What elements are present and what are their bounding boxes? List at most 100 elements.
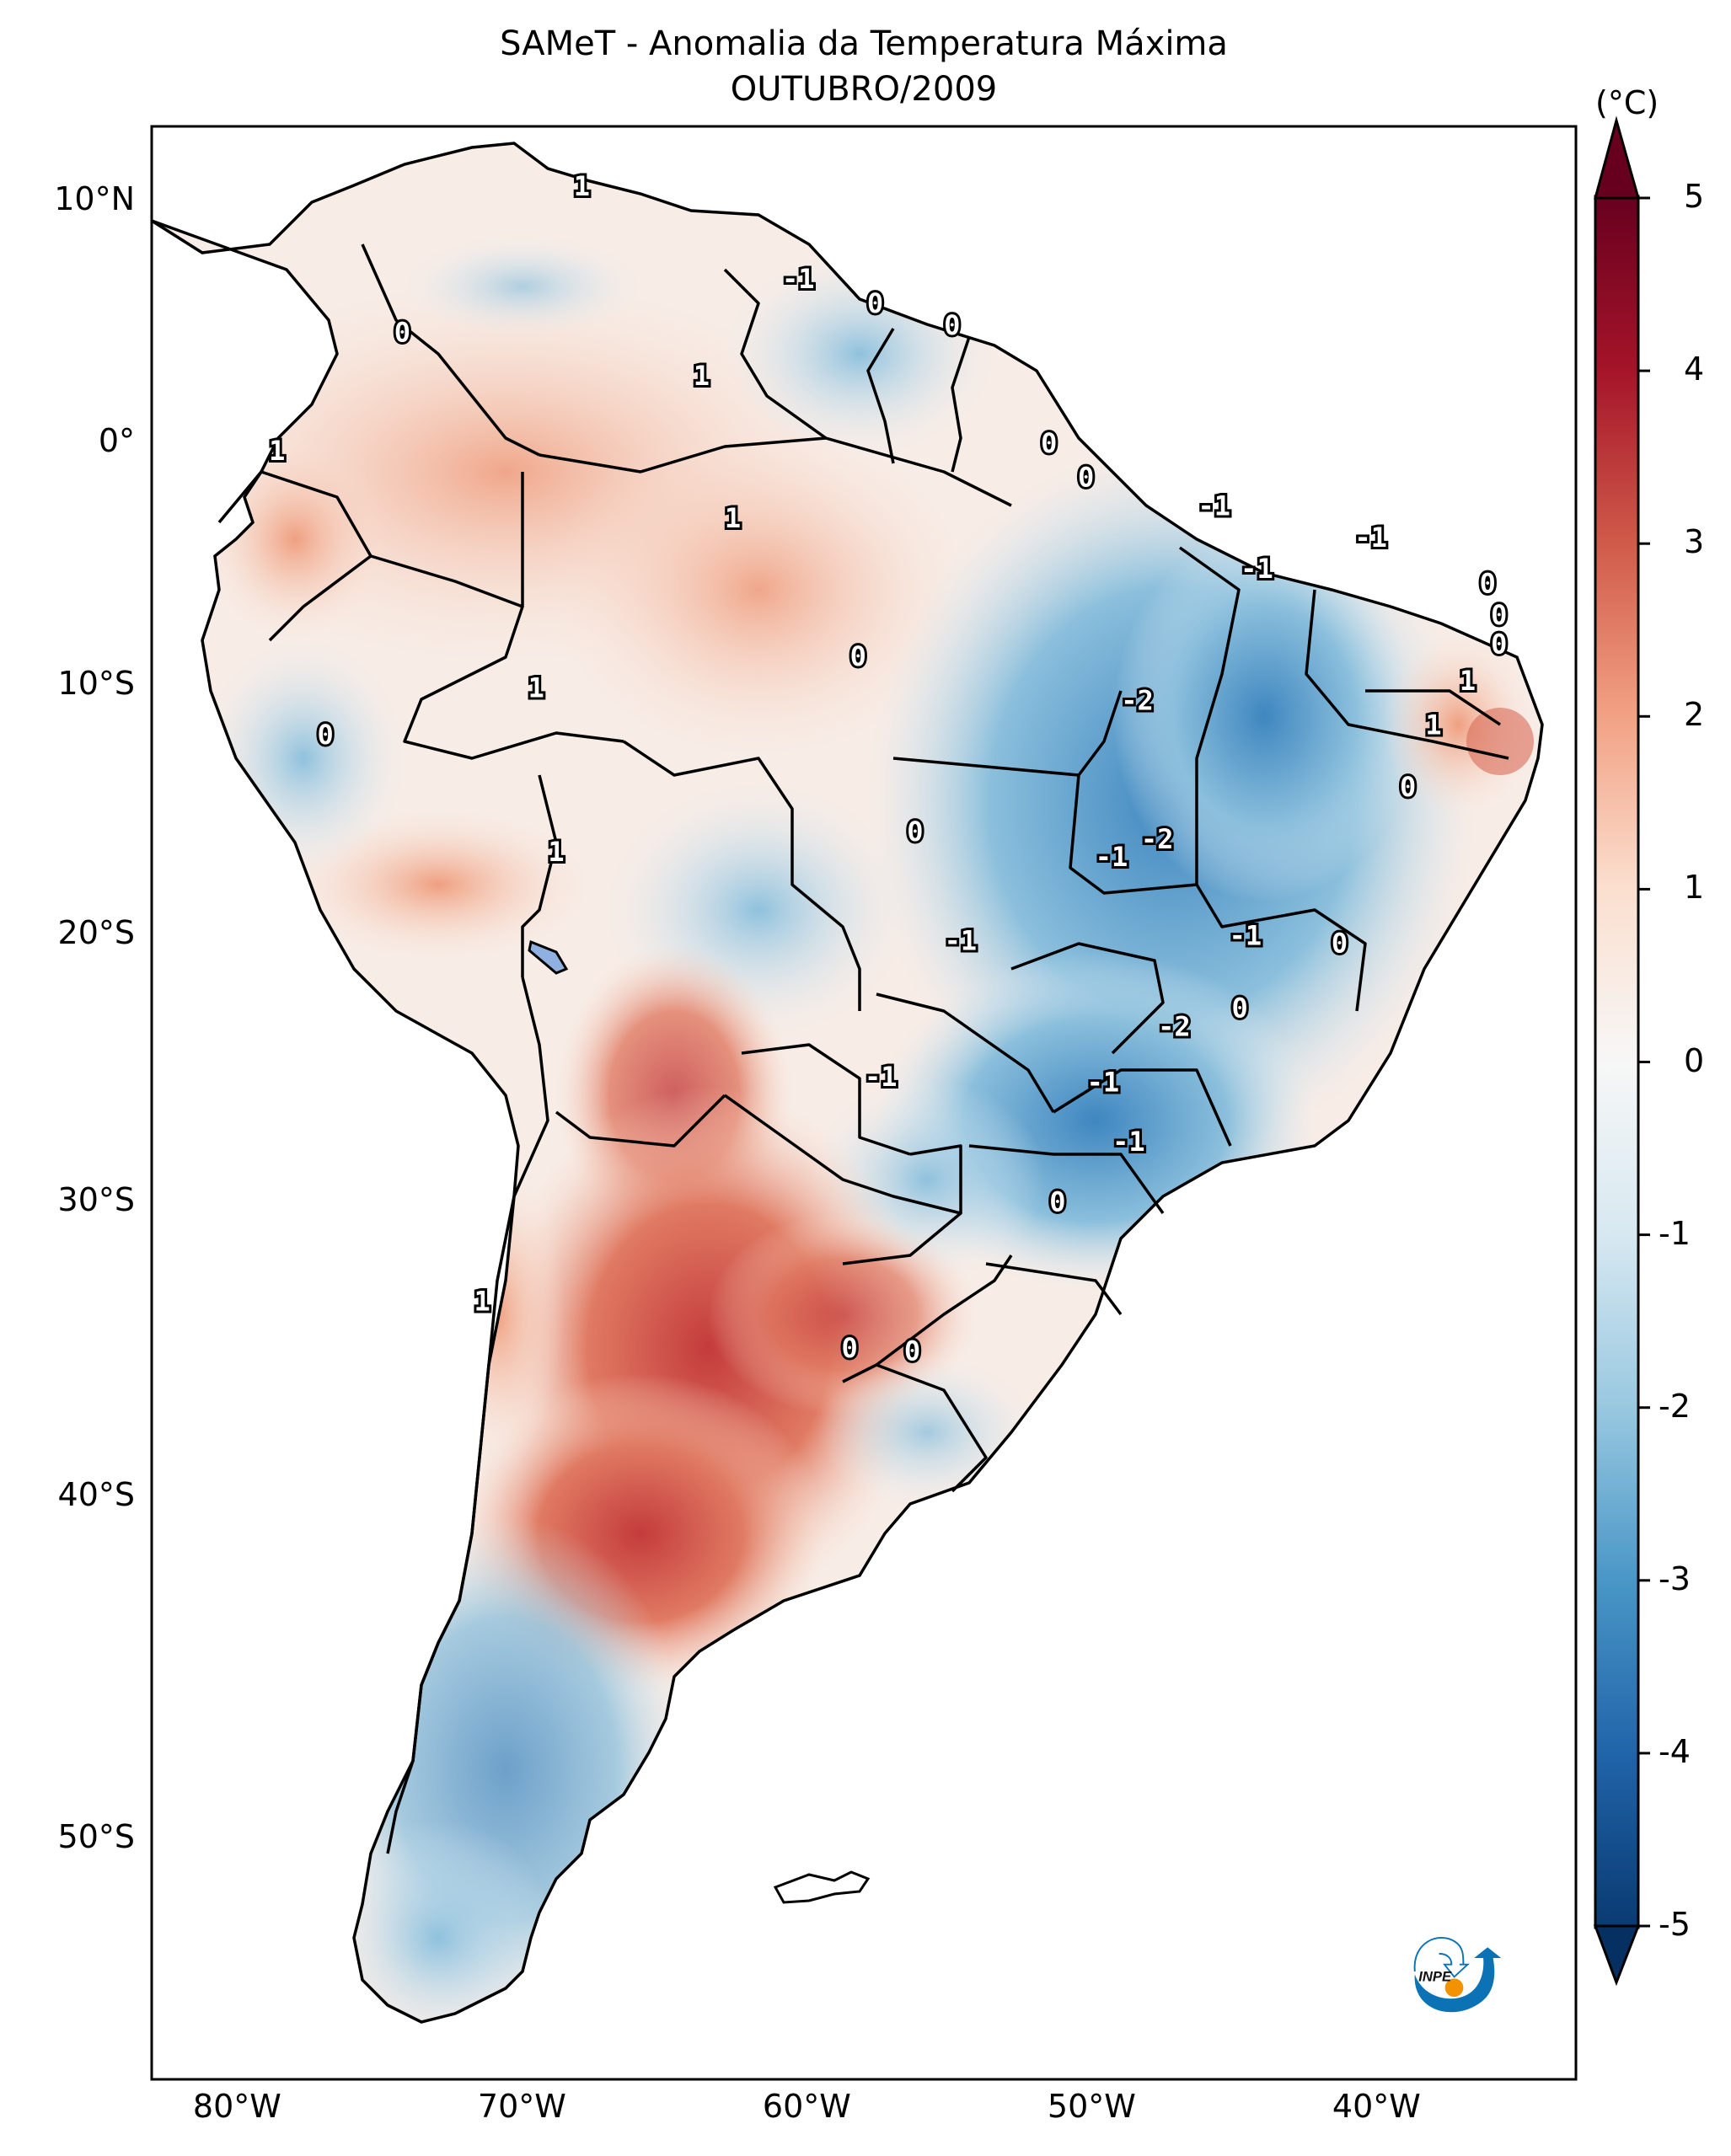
- contour-label: 0: [1049, 1186, 1065, 1218]
- contour-label: -1: [1198, 490, 1230, 522]
- border-colombia-venezuela: [361, 243, 540, 457]
- y-tick-label: 10°N: [54, 179, 135, 217]
- border-uruguay-brazil: [876, 1363, 988, 1493]
- border-brazil-north: [539, 436, 1012, 507]
- contour-label: 1: [694, 360, 710, 392]
- border-brazil-states-6: [876, 992, 1055, 1113]
- colorbar-tick-label: 3: [1684, 523, 1705, 561]
- border-peru-bolivia: [521, 774, 558, 977]
- contour-label: 1: [528, 672, 544, 704]
- contour-label: -1: [945, 925, 978, 957]
- y-tick-label: 40°S: [57, 1475, 135, 1513]
- border-ecuador-peru: [217, 470, 372, 642]
- border-colombia-peru: [370, 472, 524, 608]
- border-brazil-states-2: [1069, 774, 1198, 895]
- contour-label: -1: [1096, 841, 1128, 873]
- border-brazil-states-3: [1178, 546, 1241, 885]
- border-paraguay-argentina: [723, 1094, 962, 1265]
- contour-label: 0: [907, 816, 923, 848]
- y-tick-label: 0°: [98, 422, 135, 460]
- border-brazil-states-5: [1010, 942, 1165, 1055]
- border-chile-argentina: [386, 976, 549, 1854]
- contour-label: 0: [394, 316, 410, 348]
- logo-text: INPE: [1418, 1969, 1452, 1985]
- chart-title: SAMeT - Anomalia da Temperatura Máxima: [500, 24, 1228, 63]
- lake-titicaca: [528, 939, 569, 975]
- border-brazil-states-1: [892, 690, 1123, 777]
- colorbar-tick-label: -3: [1659, 1559, 1691, 1597]
- contour-label: 0: [1078, 461, 1094, 493]
- inpe-logo: INPE: [1413, 1937, 1502, 2013]
- contour-label: -1: [1241, 553, 1273, 585]
- contour-label: 1: [574, 170, 590, 202]
- contour-label: 1: [1460, 665, 1476, 697]
- contour-label: -2: [1141, 823, 1174, 855]
- colorbar-tick-label: 5: [1684, 178, 1705, 215]
- contour-label: 0: [1491, 599, 1507, 631]
- border-brazil-states-8: [985, 1262, 1123, 1316]
- contour-label: -1: [782, 263, 815, 295]
- colorbar-tick-label: -1: [1659, 1214, 1691, 1252]
- border-brazil-states-4: [1195, 884, 1367, 1012]
- colorbar-tick-label: 4: [1684, 350, 1705, 388]
- colorbar-tick-label: 1: [1684, 869, 1705, 907]
- contour-label: 0: [841, 1332, 857, 1364]
- contour-label: 0: [1400, 771, 1416, 803]
- contour-label: -2: [1121, 684, 1154, 716]
- x-tick-label: 70°W: [477, 2088, 566, 2125]
- contour-label: -1: [1230, 919, 1262, 951]
- y-tick-label: 20°S: [57, 914, 135, 952]
- x-tick-label: 80°W: [192, 2088, 281, 2125]
- border-argentina-uruguay: [842, 1255, 1013, 1383]
- logo-arrow-down-icon: [1439, 1952, 1470, 1978]
- y-tick-label: 10°S: [57, 664, 135, 702]
- colorbar: [1593, 115, 1650, 1987]
- logo-sun-icon: [1444, 1978, 1464, 1998]
- border-bolivia-argentina: [555, 1094, 726, 1148]
- contour-label: -2: [1158, 1010, 1191, 1042]
- contour-label: 0: [1332, 928, 1348, 960]
- contour-label: 1: [269, 435, 285, 467]
- contour-label: -1: [1112, 1126, 1145, 1158]
- contour-label: 0: [318, 719, 334, 751]
- border-paraguay-brazil: [909, 1144, 962, 1213]
- contour-label: 0: [944, 309, 960, 341]
- logo-arc-outer-icon: [1413, 1937, 1465, 1972]
- contour-label: 1: [1425, 709, 1441, 741]
- contour-label: 0: [1232, 992, 1248, 1025]
- colorbar-unit-label: (°C): [1595, 84, 1659, 121]
- colorbar-ticks: [1638, 196, 1650, 1928]
- y-tick-label: 50°S: [57, 1818, 135, 1856]
- border-venezuela-guyana: [723, 268, 828, 440]
- colorbar-tick-label: -2: [1659, 1387, 1691, 1425]
- border-brazil-states-11: [1365, 689, 1501, 726]
- border-brazil-states-10: [1305, 589, 1509, 760]
- contour-label: 1: [474, 1286, 490, 1318]
- y-tick-label: 30°S: [57, 1180, 135, 1218]
- contour-label: -1: [1354, 522, 1387, 554]
- border-bolivia-paraguay: [741, 1043, 911, 1156]
- colorbar-tick-label: -5: [1659, 1906, 1691, 1943]
- contour-label: 0: [1480, 567, 1496, 599]
- x-tick-label: 60°W: [762, 2088, 851, 2125]
- contour-label: 0: [904, 1335, 920, 1367]
- border-brazil-states-9: [1053, 1068, 1232, 1147]
- borders: [217, 243, 1509, 1854]
- colorbar-body: [1594, 195, 1640, 1929]
- contour-label: 0: [850, 640, 866, 672]
- border-bolivia-brazil: [623, 740, 861, 1011]
- colorbar-tick-label: 0: [1684, 1041, 1705, 1079]
- logo-swoosh-icon: [1414, 1947, 1502, 2013]
- colorbar-tick-label: -4: [1659, 1732, 1691, 1770]
- contour-label: 0: [1491, 629, 1507, 661]
- x-tick-label: 40°W: [1332, 2088, 1421, 2125]
- colorbar-extend-min: [1593, 1924, 1641, 1987]
- contour-label: -1: [865, 1061, 898, 1093]
- border-suriname-fguiana: [951, 336, 971, 473]
- contour-label: 0: [867, 287, 883, 319]
- border-brazil-states-7: [968, 1144, 1165, 1215]
- colorbar-extend-max: [1594, 115, 1640, 200]
- x-tick-label: 50°W: [1047, 2088, 1136, 2125]
